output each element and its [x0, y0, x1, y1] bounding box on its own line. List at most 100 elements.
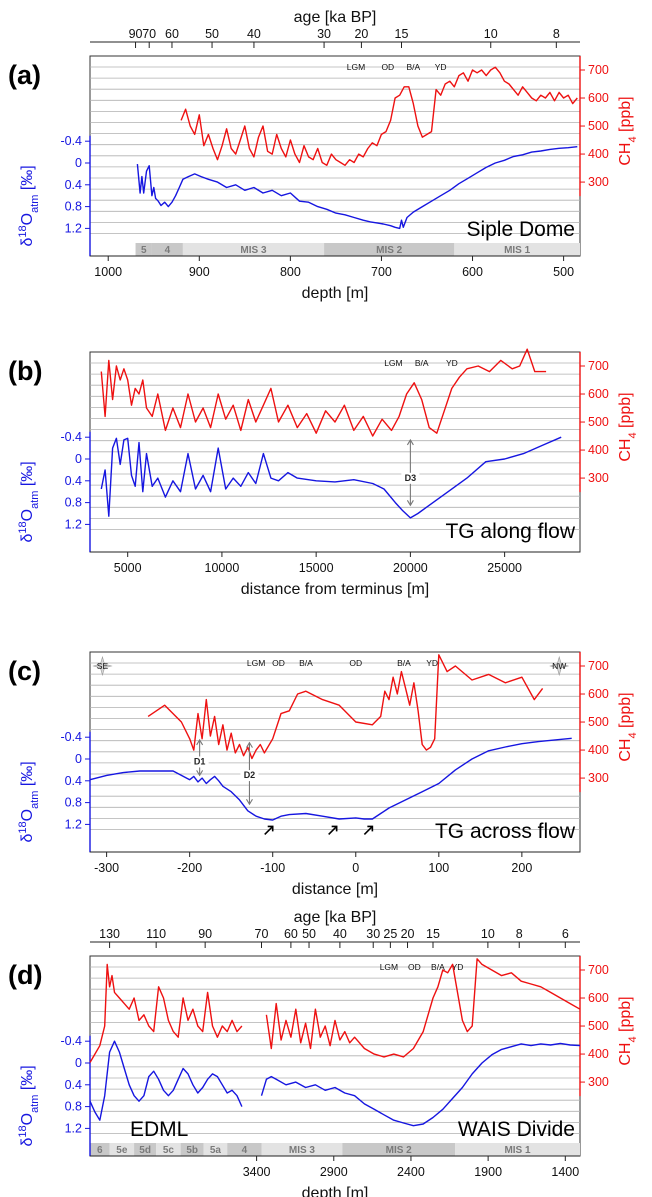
ch4-series — [180, 66, 578, 167]
age-tick-label: 70 — [255, 927, 269, 941]
d18o-title-unit: [‰] — [19, 461, 36, 490]
ch4-title-sub: 4 — [627, 432, 639, 438]
event-label: B/A — [397, 658, 411, 668]
age-axis-title: age [ka BP] — [294, 909, 377, 926]
age-tick-label: 30 — [366, 927, 380, 941]
mis-stage-band — [180, 1143, 204, 1156]
trough-arrow — [328, 825, 338, 835]
ch4-title-unit: [ppb] — [617, 692, 634, 732]
ch4-title-unit: [ppb] — [617, 96, 634, 136]
d18o-series — [100, 436, 562, 519]
x-tick-label: 2400 — [397, 1165, 425, 1179]
d18o-title-sup: 18 — [17, 225, 29, 237]
event-label: LGM — [247, 658, 265, 668]
ch4-tick-label: 700 — [588, 359, 609, 373]
event-label: YD — [446, 358, 458, 368]
mis-stage-label: 5e — [116, 1145, 128, 1156]
mis-stage-label: 5a — [210, 1145, 222, 1156]
ch4-tick-label: 500 — [588, 715, 609, 729]
mis-stage-band — [151, 243, 183, 256]
ch4-tick-label: 700 — [588, 63, 609, 77]
ch4-tick-label: 500 — [588, 119, 609, 133]
d18o-title-delta: δ — [19, 834, 36, 843]
age-axis-title: age [ka BP] — [294, 9, 377, 26]
d18o-title-unit: [‰] — [19, 1065, 36, 1094]
d18o-tick-label: 0.8 — [65, 496, 82, 510]
ch4-title-main: CH — [617, 1043, 634, 1066]
ch4-tick-label: 600 — [588, 387, 609, 401]
age-tick-label: 6 — [562, 927, 569, 941]
age-tick-label: 20 — [401, 927, 415, 941]
d18o-tick-label: 1.2 — [65, 517, 82, 531]
x-tick-label: -100 — [260, 861, 285, 875]
mis-stage-band — [324, 243, 455, 256]
ch4-series — [89, 963, 243, 1063]
age-tick-label: 15 — [395, 27, 409, 41]
x-tick-label: 600 — [462, 265, 483, 279]
age-tick-label: 70 — [142, 27, 156, 41]
ch4-axis-title: CH4 [ppb] — [617, 996, 639, 1065]
d18o-tick-label: 0.8 — [65, 200, 82, 214]
mis-stage-label: 5b — [186, 1145, 198, 1156]
ch4-tick-label: 500 — [588, 415, 609, 429]
mis-stage-label: 6 — [97, 1145, 103, 1156]
ch4-axis-title: CH4 [ppb] — [617, 692, 639, 761]
d18o-title-sub: atm — [29, 195, 41, 213]
offset-label: D3 — [405, 473, 417, 483]
panel-letter: (a) — [8, 60, 41, 90]
d18o-tick-label: -0.4 — [60, 1034, 82, 1048]
ch4-tick-label: 300 — [588, 471, 609, 485]
age-tick-label: 60 — [284, 927, 298, 941]
arrowhead — [406, 438, 414, 446]
mis-stage-band — [156, 1143, 181, 1156]
panel-c: -0.4 0 0.4 0.8 1.2 300 400 500 600 700 δ18Oatm [‰]… — [8, 651, 639, 898]
d18o-tick-label: 0 — [75, 156, 82, 170]
ch4-tick-label: 400 — [588, 147, 609, 161]
d18o-series — [136, 146, 578, 230]
x-tick-label: 1400 — [551, 1165, 579, 1179]
age-tick-label: 15 — [426, 927, 440, 941]
ch4-tick-label: 600 — [588, 991, 609, 1005]
d18o-title-sup: 18 — [17, 1125, 29, 1137]
d18o-tick-label: -0.4 — [60, 134, 82, 148]
ch4-tick-label: 600 — [588, 91, 609, 105]
d18o-title-sub: atm — [29, 791, 41, 809]
ch4-tick-label: 400 — [588, 1047, 609, 1061]
mis-stage-label: MIS 3 — [289, 1145, 316, 1156]
panel-letter: (b) — [8, 356, 42, 386]
event-label: LGM — [347, 62, 365, 72]
d18o-tick-label: 0.4 — [65, 1078, 82, 1092]
offset-label: D2 — [244, 770, 256, 780]
mis-stage-label: MIS 1 — [504, 1145, 531, 1156]
x-tick-label: 200 — [511, 861, 532, 875]
trough-arrow — [264, 825, 274, 835]
compass-icon — [92, 655, 113, 677]
ch4-tick-label: 400 — [588, 443, 609, 457]
arrowhead — [406, 500, 414, 507]
ch4-tick-label: 300 — [588, 771, 609, 785]
event-label: OD — [349, 658, 362, 668]
d18o-tick-label: 1.2 — [65, 1121, 82, 1135]
d18o-axis-title: δ18Oatm [‰] — [17, 461, 41, 542]
age-tick-label: 20 — [354, 27, 368, 41]
d18o-title-delta: δ — [19, 238, 36, 247]
x-tick-label: -200 — [177, 861, 202, 875]
d18o-title-sup: 18 — [17, 821, 29, 833]
mis-stage-band — [182, 243, 325, 256]
event-label: YD — [426, 658, 438, 668]
x-tick-label: 1900 — [474, 1165, 502, 1179]
site-label-left: EDML — [130, 1118, 188, 1141]
event-label: YD — [435, 62, 447, 72]
d18o-tick-label: 0 — [75, 752, 82, 766]
arrowhead — [196, 738, 204, 746]
ch4-title-main: CH — [617, 143, 634, 166]
age-tick-label: 40 — [333, 927, 347, 941]
ch4-tick-label: 300 — [588, 175, 609, 189]
d18o-tick-label: 0.8 — [65, 1100, 82, 1114]
arrowhead — [245, 798, 253, 806]
mis-stage-band — [227, 1143, 262, 1156]
mis-stage-label: 5 — [141, 245, 147, 256]
d18o-tick-label: -0.4 — [60, 430, 82, 444]
x-tick-label: 700 — [371, 265, 392, 279]
